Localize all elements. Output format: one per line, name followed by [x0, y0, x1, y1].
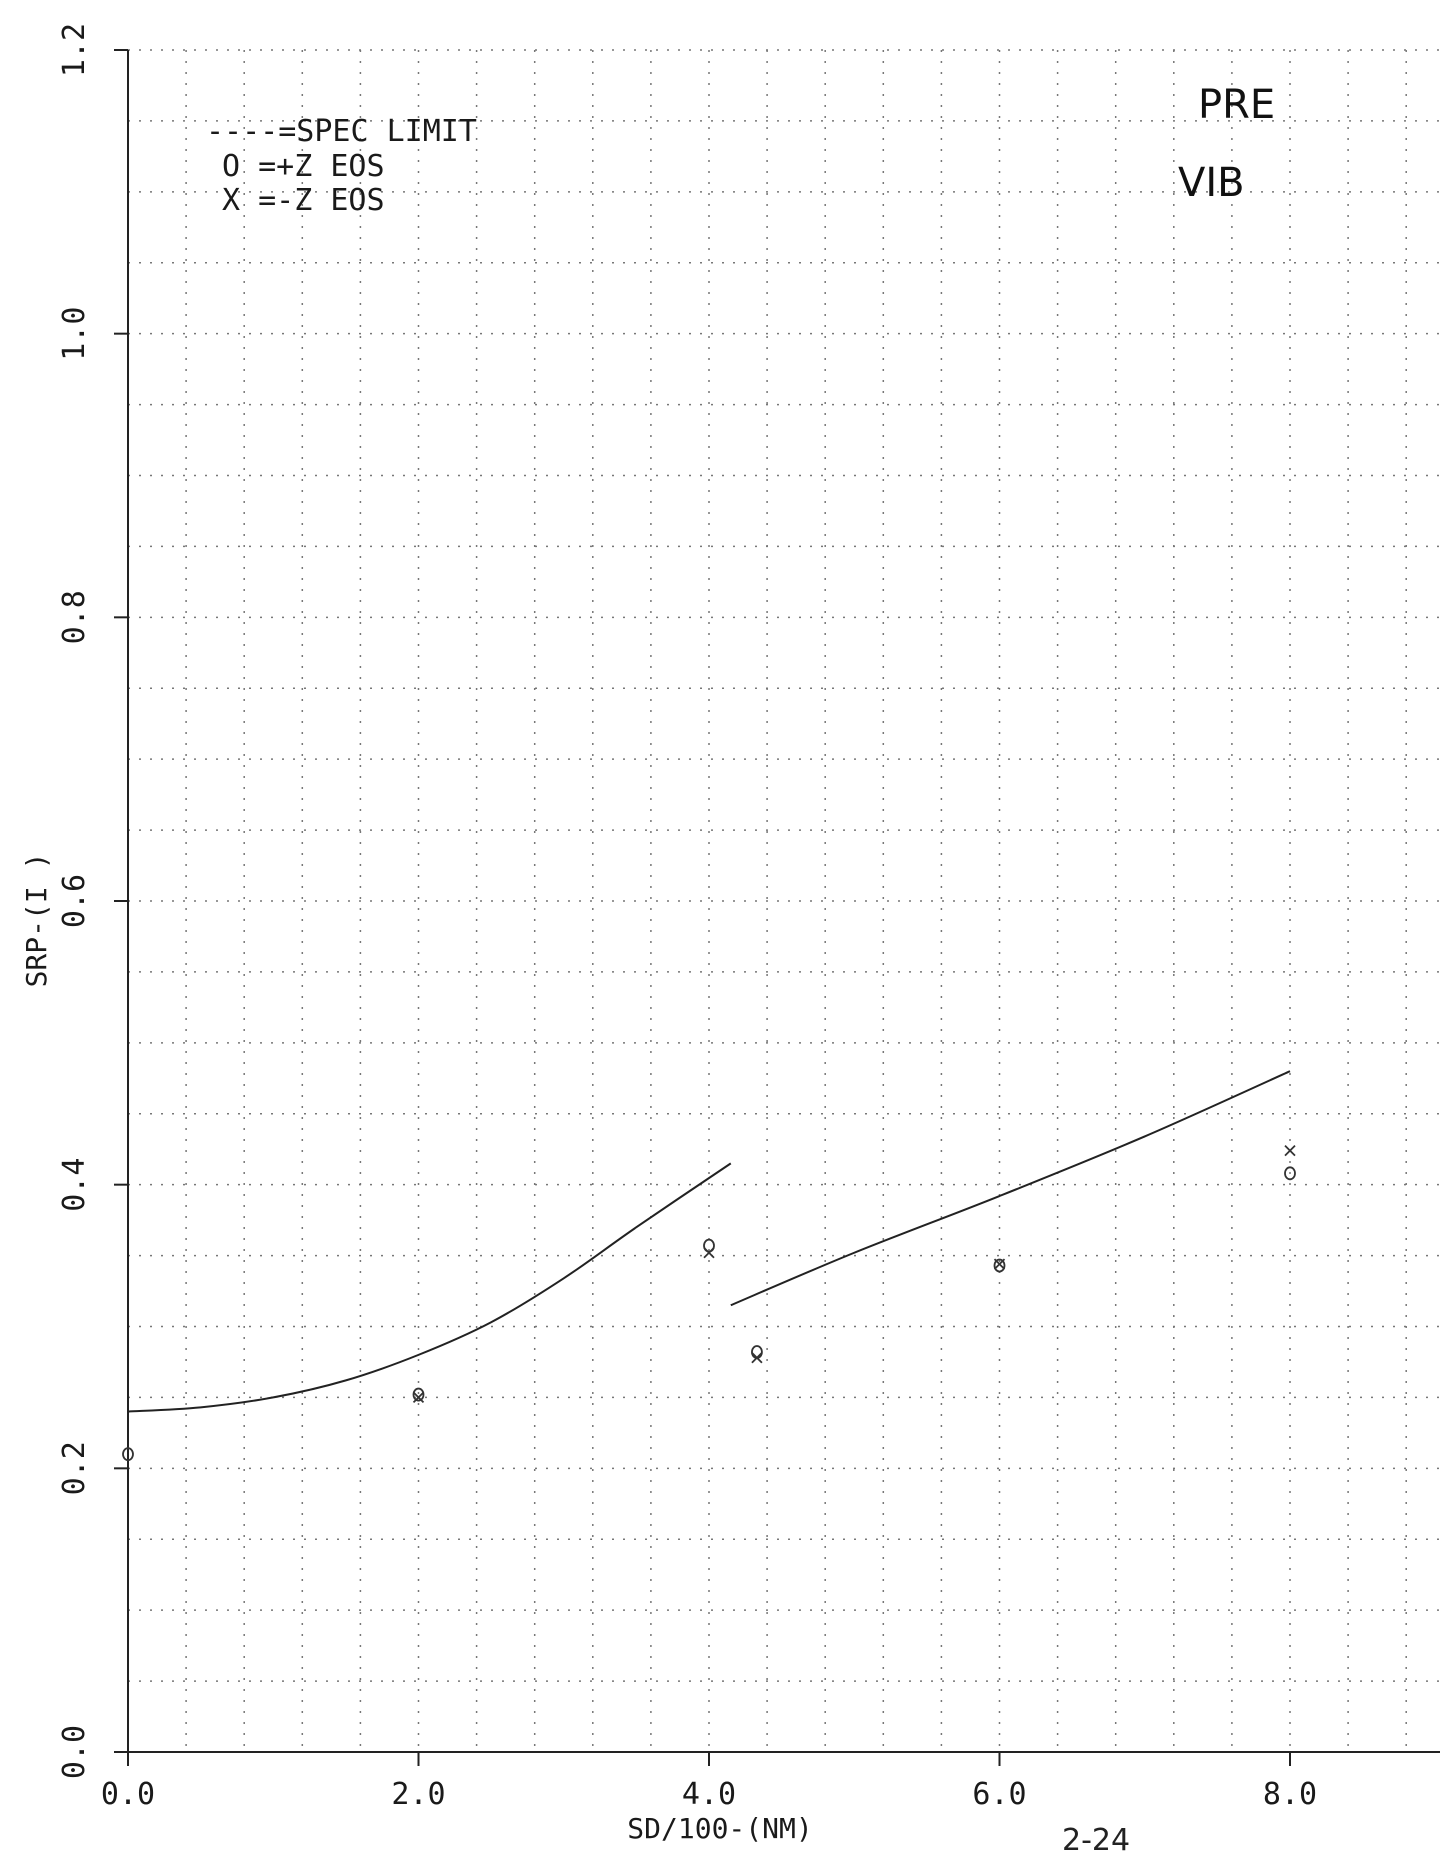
x-tick-label: 4.0	[682, 1777, 736, 1812]
point-plus-z-eos	[412, 1387, 425, 1402]
data-points	[122, 1144, 1296, 1462]
y-tick-label: 0.4	[57, 1158, 92, 1212]
y-tick-label: 0.0	[57, 1725, 92, 1779]
spec-limit-segment-2	[730, 1070, 1291, 1307]
x-tick-label: 2.0	[391, 1777, 445, 1812]
y-tick-label: 1.2	[57, 23, 92, 77]
spec-limit-segment-1	[127, 1162, 732, 1413]
point-minus-z-eos	[1284, 1144, 1296, 1157]
annotation-pre: PRE	[1198, 82, 1275, 128]
point-plus-z-eos	[122, 1447, 134, 1462]
x-tick-label: 6.0	[972, 1777, 1026, 1812]
y-tick-label: 0.8	[57, 590, 92, 644]
legend-entry-minus-z: X =-Z EOS	[222, 183, 385, 218]
x-tick-label: 0.0	[101, 1777, 155, 1812]
point-plus-z-eos	[1284, 1166, 1296, 1181]
y-axis-label: SRP-(I )	[20, 853, 53, 988]
y-ticks: 0.0 0.2 0.4 0.6 0.8 1.0 1.2	[57, 23, 128, 1779]
spec-limit-curves	[127, 1070, 1291, 1413]
point-plus-z-eos	[751, 1345, 763, 1359]
point-minus-z-eos	[412, 1391, 425, 1404]
legend: ----=SPEC LIMIT O =+Z EOS X =-Z EOS	[206, 114, 477, 218]
x-ticks: 0.0 2.0 4.0 6.0 8.0	[101, 1752, 1317, 1812]
page-note: 2-24	[1062, 1823, 1130, 1853]
point-minus-z-eos	[993, 1258, 1006, 1270]
y-tick-label: 0.2	[57, 1441, 92, 1495]
x-stroke	[703, 1247, 715, 1259]
point-minus-z-eos	[751, 1352, 763, 1364]
x-stroke	[412, 1391, 425, 1404]
y-tick-label: 1.0	[57, 307, 92, 361]
legend-entry-plus-z: O =+Z EOS	[222, 149, 385, 184]
x-stroke	[1284, 1144, 1296, 1157]
point-plus-z-eos	[993, 1258, 1006, 1273]
legend-entry-spec-limit: ----=SPEC LIMIT	[206, 114, 477, 149]
y-tick-label: 0.6	[57, 874, 92, 928]
annotation-vib: VIB	[1178, 160, 1245, 206]
x-tick-label: 8.0	[1263, 1777, 1317, 1812]
point-minus-z-eos	[703, 1247, 715, 1259]
x-stroke	[993, 1258, 1006, 1270]
x-axis-label: SD/100-(NM)	[627, 1812, 812, 1845]
x-stroke	[751, 1352, 763, 1364]
grid	[128, 49, 1440, 1752]
